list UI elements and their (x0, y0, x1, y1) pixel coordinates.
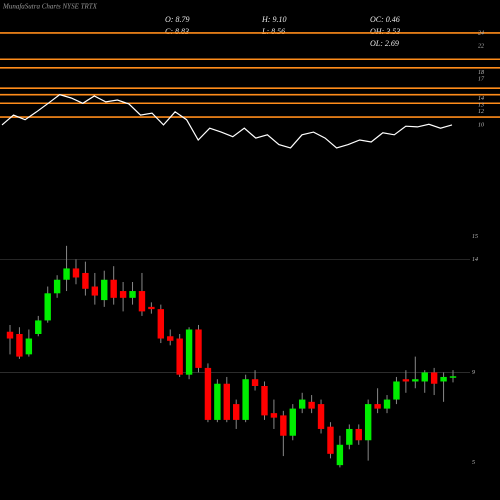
y-tick-label: 14 (478, 95, 484, 102)
candle-body (101, 279, 108, 301)
candle-body (195, 329, 202, 368)
candle-body (393, 381, 400, 400)
candle-body (336, 444, 344, 466)
candle-body (280, 415, 287, 436)
candle-body (91, 286, 99, 296)
candle-body (176, 338, 183, 375)
candle-body (25, 338, 33, 355)
info-oc: OC: 0.46 (370, 15, 400, 24)
candle-body (44, 293, 51, 321)
candle-body (185, 329, 193, 375)
candle-body (82, 272, 89, 289)
candle-body (157, 309, 165, 339)
candle-body (35, 320, 42, 334)
info-high: H: 9.10 (261, 15, 286, 24)
y-tick-label: 17 (478, 76, 485, 82)
y-tick-label: 14 (472, 256, 478, 263)
candle-body (402, 379, 410, 382)
info-low: L: 8.56 (261, 27, 285, 36)
candle-body (346, 428, 353, 445)
candle-body (251, 379, 259, 386)
candle-body (298, 399, 306, 409)
candle-body (308, 401, 315, 409)
candle-body (317, 404, 325, 429)
chart-title: MunafaSutra Charts NYSE TRTX (2, 3, 98, 11)
candle-body (261, 386, 268, 416)
price-line (1, 94, 453, 149)
candle-body (148, 306, 155, 310)
candle-body (53, 279, 61, 294)
candle-body (242, 379, 249, 420)
candle-body (364, 404, 372, 441)
candle-body (421, 372, 428, 382)
info-oh: OH: 3.53 (370, 27, 400, 36)
candle-body (138, 291, 146, 312)
candle-body (204, 367, 212, 420)
candle-body (289, 408, 296, 436)
candle-body (270, 413, 278, 418)
y-tick-label: 5 (472, 460, 475, 466)
y-tick-label: 24 (478, 29, 484, 36)
candle-body (129, 291, 136, 298)
candle-body (6, 331, 14, 339)
info-open: O: 8.79 (165, 15, 189, 24)
candle-body (355, 428, 362, 441)
info-close: C: 8.83 (165, 27, 189, 36)
candle-body (167, 336, 174, 341)
candle-body (223, 383, 230, 420)
y-tick-label: 12 (478, 109, 484, 115)
candle-body (383, 399, 391, 409)
candle-body (374, 404, 381, 409)
candle-body (449, 376, 457, 378)
y-tick-label: 15 (472, 234, 478, 240)
candle-body (110, 279, 117, 298)
candle-body (327, 426, 334, 454)
candle-body (119, 291, 127, 298)
y-tick-label: 18 (478, 70, 484, 76)
y-tick-label: 13 (478, 103, 484, 109)
y-tick-label: 9 (472, 370, 475, 376)
info-ol: OL: 2.69 (370, 39, 399, 48)
y-tick-label: 10 (478, 122, 484, 128)
candle-body (430, 372, 438, 384)
y-tick-label: 22 (478, 43, 484, 49)
candle-body (233, 404, 240, 420)
candle-body (412, 379, 419, 382)
candle-body (72, 268, 80, 278)
candle-body (63, 268, 70, 280)
candle-body (440, 376, 447, 382)
candle-body (16, 334, 23, 357)
candle-body (214, 383, 221, 420)
